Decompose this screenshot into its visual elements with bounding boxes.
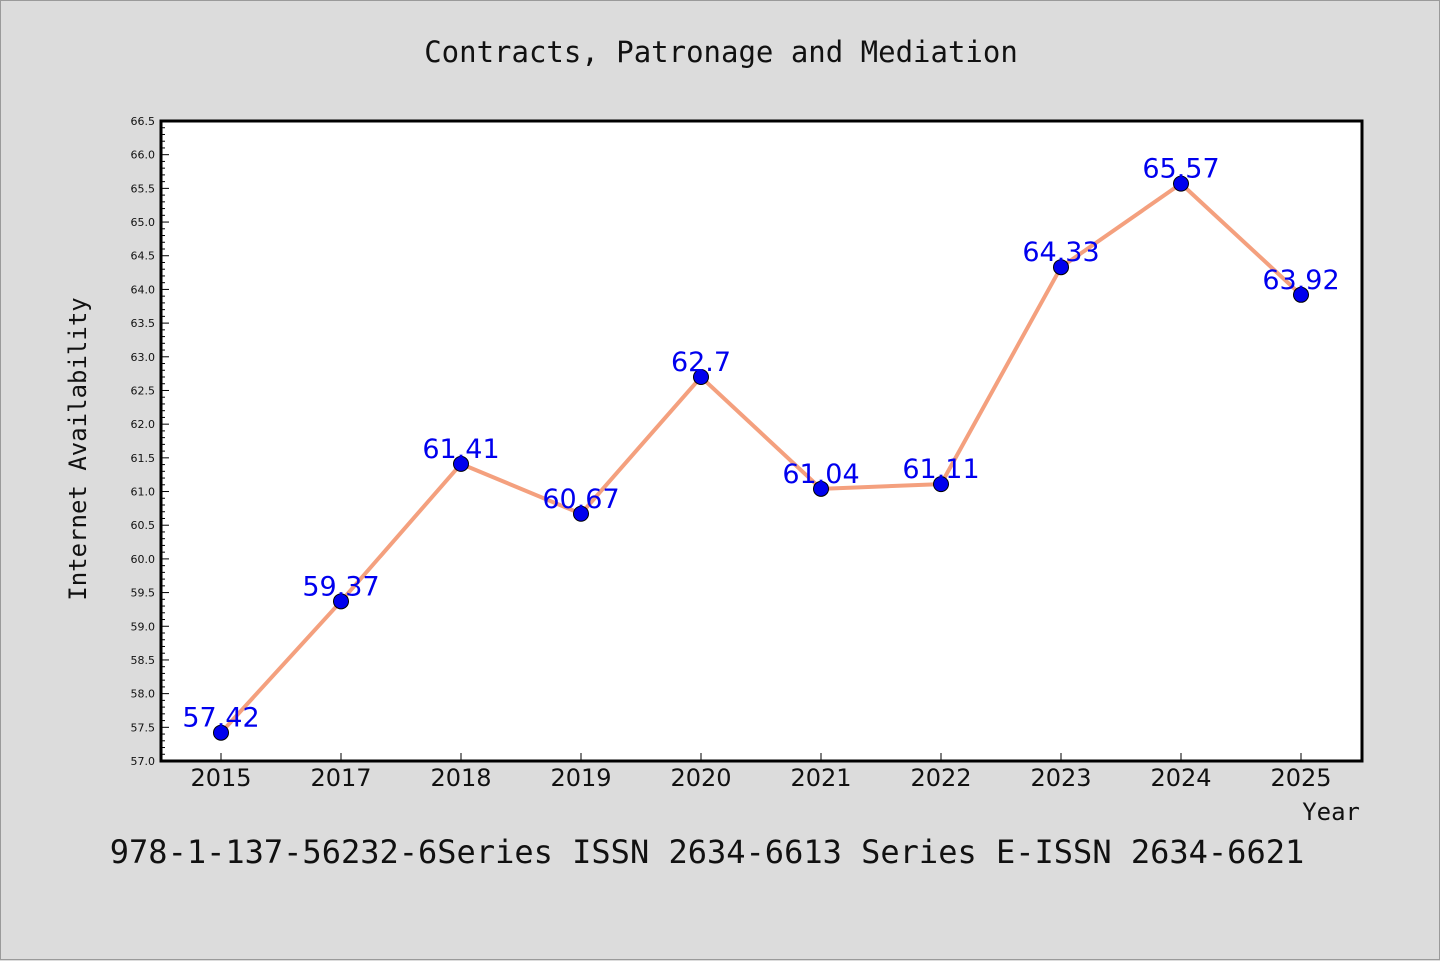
y-tick-label: 62.0 bbox=[131, 418, 156, 431]
y-tick-label: 65.5 bbox=[131, 182, 156, 195]
y-tick-label: 61.0 bbox=[131, 486, 156, 499]
y-tick-label: 64.5 bbox=[131, 250, 156, 263]
y-tick-label: 57.5 bbox=[131, 721, 156, 734]
data-point bbox=[573, 505, 589, 522]
y-tick-label: 65.0 bbox=[131, 216, 156, 229]
y-tick-label: 63.0 bbox=[131, 351, 156, 364]
data-label: 60.67 bbox=[542, 484, 619, 515]
data-label: 61.04 bbox=[782, 459, 859, 490]
y-tick-label: 57.0 bbox=[131, 755, 156, 768]
x-tick-label: 2017 bbox=[310, 764, 371, 792]
y-tick-label: 60.0 bbox=[131, 553, 156, 566]
x-tick-label: 2022 bbox=[910, 764, 971, 792]
data-point bbox=[1053, 259, 1069, 276]
y-axis-ticks: 57.0 57.5 58.0 58.5 59.0 59.5 60.0 60.5 61.0 61.5… bbox=[131, 115, 169, 768]
x-tick-label: 2019 bbox=[550, 764, 611, 792]
y-tick-label: 58.0 bbox=[131, 688, 156, 701]
y-tick-label: 62.5 bbox=[131, 384, 156, 397]
y-tick-label: 59.0 bbox=[131, 620, 156, 633]
x-tick-label: 2023 bbox=[1030, 764, 1091, 792]
x-axis-ticks: 2015 2017 2018 2019 2020 2021 2022 2023 2024 2025 bbox=[190, 753, 1332, 792]
data-point bbox=[933, 476, 949, 493]
y-tick-label: 64.0 bbox=[131, 283, 156, 296]
y-tick-label: 60.5 bbox=[131, 519, 156, 532]
data-point bbox=[1293, 286, 1309, 303]
x-tick-label: 2025 bbox=[1270, 764, 1331, 792]
isbn-footer: 978-1-137-56232-6Series ISSN 2634-6613 S… bbox=[109, 833, 1305, 871]
data-point bbox=[1173, 175, 1189, 192]
data-point bbox=[333, 593, 349, 610]
data-label: 62.7 bbox=[671, 347, 731, 378]
data-label: 59.37 bbox=[302, 571, 379, 602]
y-axis-label: Internet Availability bbox=[64, 297, 92, 600]
data-label: 61.11 bbox=[902, 454, 979, 485]
y-tick-label: 66.0 bbox=[131, 149, 156, 162]
y-tick-label: 58.5 bbox=[131, 654, 156, 667]
data-label: 64.33 bbox=[1022, 237, 1099, 268]
data-label: 63.92 bbox=[1262, 265, 1339, 296]
x-axis-label: Year bbox=[1302, 798, 1360, 826]
y-tick-label: 63.5 bbox=[131, 317, 156, 330]
series-group: 57.42 59.37 61.41 60.67 62.7 61.04 61.11 64.33 6… bbox=[182, 154, 1340, 741]
x-tick-label: 2018 bbox=[430, 764, 491, 792]
x-tick-label: 2024 bbox=[1150, 764, 1211, 792]
x-tick-label: 2021 bbox=[790, 764, 851, 792]
data-label: 57.42 bbox=[182, 703, 259, 734]
data-label: 65.57 bbox=[1142, 154, 1219, 185]
series-line bbox=[219, 181, 1303, 735]
data-label: 61.41 bbox=[422, 434, 499, 465]
chart-title: Contracts, Patronage and Mediation bbox=[424, 35, 1018, 69]
y-tick-label: 66.5 bbox=[131, 115, 156, 128]
y-tick-label: 59.5 bbox=[131, 587, 156, 600]
data-point bbox=[213, 724, 229, 741]
data-point bbox=[453, 455, 469, 472]
x-tick-label: 2015 bbox=[190, 764, 251, 792]
x-tick-label: 2020 bbox=[670, 764, 731, 792]
data-point bbox=[813, 480, 829, 497]
plot-area bbox=[159, 119, 1364, 763]
data-point bbox=[693, 369, 709, 385]
y-tick-label: 61.5 bbox=[131, 452, 156, 465]
